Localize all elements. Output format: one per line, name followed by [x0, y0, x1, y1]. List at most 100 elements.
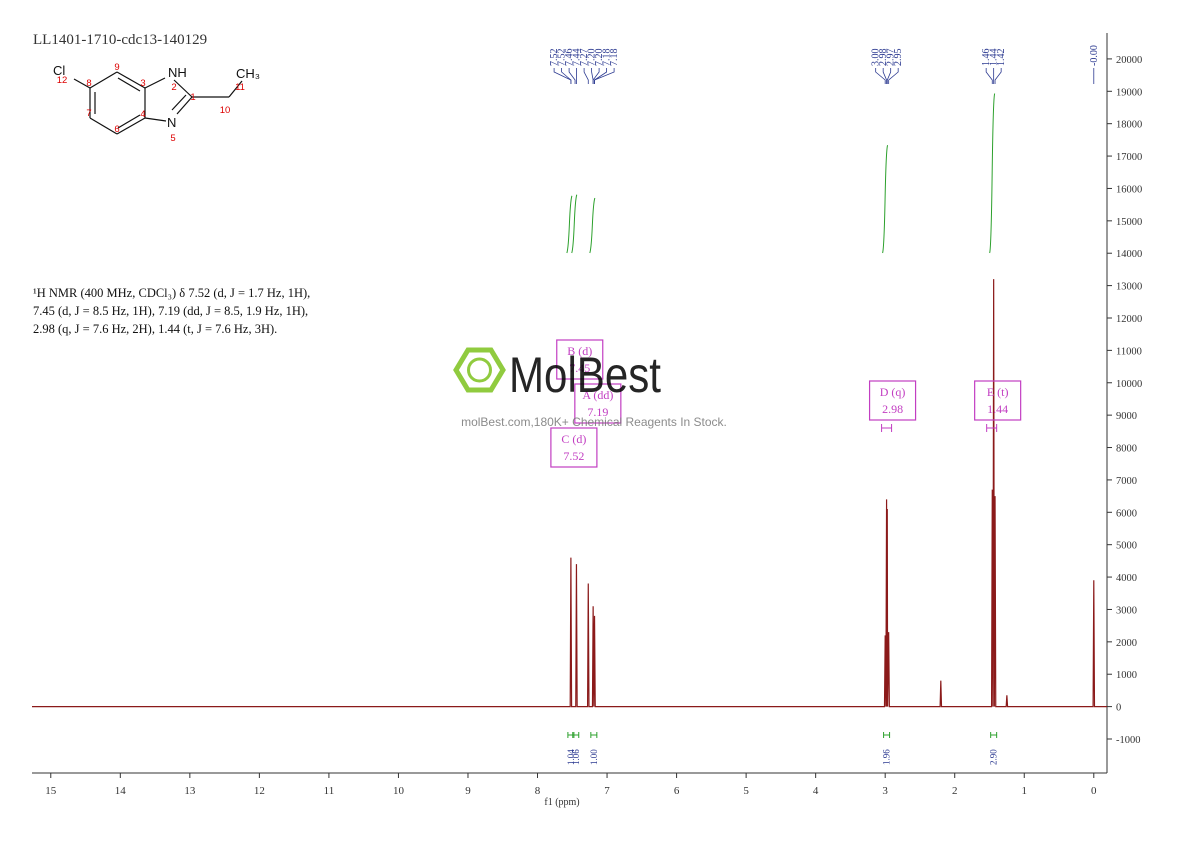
bond [89, 117, 118, 135]
atom-number: 8 [86, 78, 91, 89]
multiplet-shift: 1.44 [987, 402, 1008, 416]
atom-labels: Cl NH CH₃ N [53, 63, 260, 130]
x-tick-label: 10 [393, 785, 405, 797]
multiplet-box [974, 380, 1022, 421]
chart-title: LL1401-1710-cdc13-140129 [33, 32, 207, 48]
atom-number: 2 [171, 82, 176, 93]
spectrum [32, 279, 1107, 708]
x-tick-label: 8 [535, 785, 541, 797]
integral-curve [589, 197, 596, 254]
peak-label: 1.46 [981, 49, 992, 67]
bond [117, 114, 141, 129]
y-tick-label: 6000 [1116, 508, 1137, 519]
integral-bracket [883, 732, 891, 738]
x-tick-label: 2 [952, 785, 958, 797]
bond [171, 94, 187, 111]
peak-connector [886, 68, 892, 84]
atom-number: 10 [220, 105, 231, 116]
multiplet-box [574, 383, 622, 424]
peak-label: 1.44 [989, 49, 1000, 67]
y-tick-label: 12000 [1116, 314, 1142, 325]
bond [176, 96, 193, 115]
multiplet-name: E (t) [987, 385, 1009, 399]
peak-label: 7.52 [557, 49, 568, 67]
y-tick-label: 0 [1116, 703, 1121, 714]
multiplet-shift: 7.52 [563, 449, 584, 463]
atom-label: NH [168, 65, 187, 80]
y-tick-label: 13000 [1116, 282, 1142, 293]
integral-curve [566, 195, 573, 254]
x-tick-label: 12 [254, 785, 265, 797]
y-tick-label: 15000 [1116, 217, 1142, 228]
x-tick-label: 14 [115, 785, 127, 797]
description-line: ¹H NMR (400 MHz, CDCl₃) δ 7.52 (d, J = 1… [33, 286, 310, 300]
integral-bracket [572, 732, 580, 738]
peak-label: 2.98 [878, 49, 889, 67]
peak-label: 7.52 [549, 49, 560, 67]
multiplet-box [550, 427, 598, 468]
x-tick-label: 6 [674, 785, 680, 797]
x-tick-label: 4 [813, 785, 819, 797]
y-tick-label: 7000 [1116, 476, 1137, 487]
molecule [73, 71, 243, 135]
description-line: 7.45 (d, J = 8.5 Hz, 1H), 7.19 (dd, J = … [33, 304, 308, 318]
peak-label: 7.20 [587, 49, 598, 67]
y-tick-label: 14000 [1116, 249, 1142, 260]
peak-connector [994, 68, 1002, 84]
peak-connector [568, 68, 576, 84]
peak-label: 7.18 [609, 49, 620, 67]
x-tick-label: 7 [604, 785, 610, 797]
atom-number: 5 [170, 133, 175, 144]
multiplet-box [556, 339, 604, 380]
multiplet-name: A (dd) [582, 388, 613, 402]
peak-label: 7.20 [594, 49, 605, 67]
peak-label: 7.27 [579, 49, 590, 67]
y-tick-label: 1000 [1116, 670, 1137, 681]
bond [89, 71, 118, 89]
y-tick-label: 19000 [1116, 87, 1142, 98]
description: ¹H NMR (400 MHz, CDCl₃) δ 7.52 (d, J = 1… [33, 286, 310, 336]
y-tick-label: 17000 [1116, 152, 1142, 163]
atom-number: 9 [114, 62, 119, 73]
logo [453, 347, 506, 393]
multiplet-shift: 7.45 [569, 361, 590, 375]
multiplet-shift: 2.98 [882, 402, 903, 416]
x-axis-label: f1 (ppm) [544, 797, 579, 808]
plot: 15 14 13 12 11 10 9 8 7 6 5 4 3 2 1 0-10000100020003000… [32, 45, 1142, 797]
watermark: MolBest molBest.com,180K+ Chemical Reage… [453, 347, 727, 429]
y-tick-label: 9000 [1116, 411, 1137, 422]
peak-label: 2.95 [893, 49, 904, 67]
y-tick-label: 20000 [1116, 55, 1142, 66]
peak-label: 7.18 [602, 49, 613, 67]
atom-number: 4 [140, 109, 145, 120]
peak-connector [985, 68, 993, 84]
y-tick-label: 8000 [1116, 444, 1137, 455]
bond [73, 78, 91, 89]
atom-label: Cl [53, 63, 65, 78]
x-tick-label: 15 [45, 785, 57, 797]
bond [173, 79, 193, 98]
y-tick-label: -1000 [1116, 735, 1141, 746]
y-tick-label: 16000 [1116, 184, 1142, 195]
peak-connector [583, 68, 589, 84]
atom-number: 6 [114, 124, 119, 135]
atom-label: CH₃ [236, 66, 260, 81]
watermark-tagline: molBest.com,180K+ Chemical Reagents In S… [461, 415, 727, 429]
y-tick-label: 11000 [1116, 346, 1142, 357]
atom-label: N [167, 115, 176, 130]
x-tick-label: 11 [324, 785, 335, 797]
peak-connector [875, 68, 886, 84]
y-tick-label: 3000 [1116, 605, 1137, 616]
y-tick-label: 2000 [1116, 638, 1137, 649]
integral-label: 1.04 [566, 749, 576, 765]
logo [467, 357, 492, 383]
y-tick-label: 4000 [1116, 573, 1137, 584]
peak-connector [592, 68, 600, 84]
peak-label: -0.00 [1089, 45, 1100, 66]
x-tick-label: 9 [465, 785, 471, 797]
integral-curve [571, 194, 578, 254]
bond [116, 117, 146, 135]
peak-connector [594, 68, 615, 84]
bond [228, 80, 243, 98]
